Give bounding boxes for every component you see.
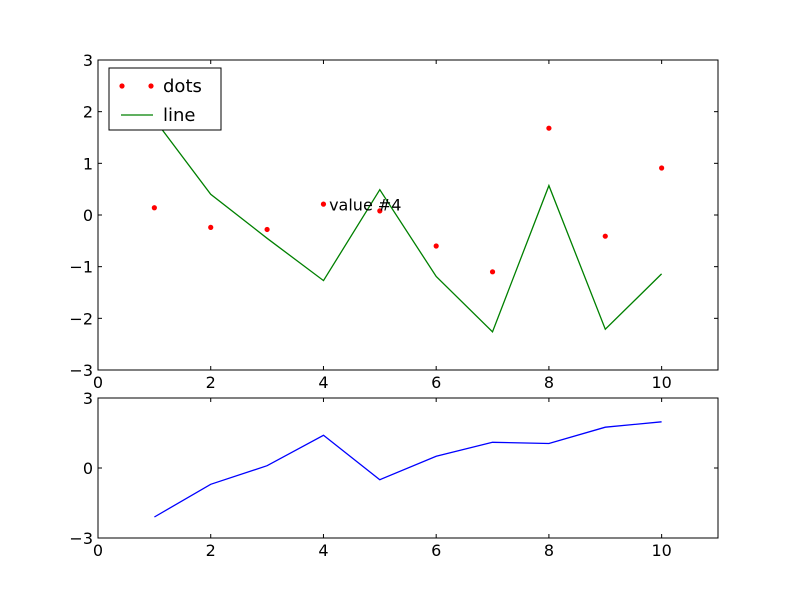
y-tick-label-0-0: 3 xyxy=(83,51,93,70)
data-point-0-0-7 xyxy=(546,125,552,131)
annotation-0-0: value #4 xyxy=(329,196,401,215)
data-point-0-0-0 xyxy=(151,205,157,211)
y-tick-label-0-4: −1 xyxy=(69,258,93,277)
data-point-0-0-1 xyxy=(208,224,214,230)
data-point-0-0-3 xyxy=(320,201,327,207)
x-tick-label-1-5: 10 xyxy=(651,541,671,560)
y-tick-label-0-1: 2 xyxy=(83,103,93,122)
x-tick-label-1-1: 2 xyxy=(206,541,216,560)
x-tick-label-0-5: 10 xyxy=(651,373,671,392)
x-tick-label-1-2: 4 xyxy=(318,541,328,560)
legend-box-0 xyxy=(108,67,222,131)
data-point-0-0-2 xyxy=(264,226,270,233)
series-line-0-1 xyxy=(153,119,663,333)
x-tick-label-1-0: 0 xyxy=(93,541,103,560)
y-tick-label-0-3: 0 xyxy=(83,206,93,225)
y-tick-label-0-6: −3 xyxy=(69,361,93,380)
x-tick-label-0-0: 0 xyxy=(93,373,103,392)
y-tick-label-0-2: 1 xyxy=(83,154,93,173)
data-point-0-0-4 xyxy=(377,208,383,214)
data-point-0-0-8 xyxy=(602,233,608,239)
legend-marker-0-0-b xyxy=(148,83,154,89)
x-tick-label-1-3: 6 xyxy=(431,541,441,560)
x-tick-label-1-4: 8 xyxy=(544,541,554,560)
y-tick-label-1-2: −3 xyxy=(69,529,93,548)
data-point-0-0-9 xyxy=(659,165,665,171)
x-tick-label-0-4: 8 xyxy=(544,373,554,392)
y-tick-label-1-0: 3 xyxy=(83,389,93,408)
data-point-0-0-5 xyxy=(433,243,439,249)
legend-label-0-0: dots xyxy=(163,76,202,97)
x-tick-label-0-2: 4 xyxy=(318,373,328,392)
x-tick-label-0-1: 2 xyxy=(206,373,216,392)
y-tick-label-0-5: −2 xyxy=(69,309,93,328)
data-point-0-0-6 xyxy=(489,269,496,275)
legend-label-0-1: line xyxy=(163,105,195,126)
x-tick-label-0-3: 6 xyxy=(431,373,441,392)
series-line-1-0 xyxy=(154,421,662,518)
legend-marker-0-0-a xyxy=(119,83,125,89)
y-tick-label-1-1: 0 xyxy=(83,459,93,478)
